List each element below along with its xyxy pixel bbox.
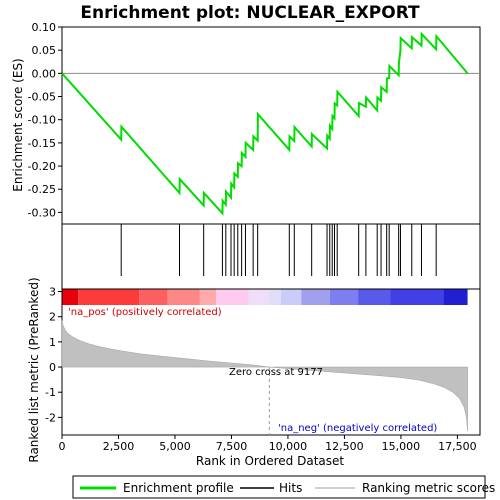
heatmap-segment — [167, 289, 200, 305]
heatmap-segment — [443, 289, 468, 305]
x-axis: 0 2,500 5,000 7,500 10,000 12,500 15,000 17,500 — [59, 435, 477, 453]
metric-tick-label: 2 — [49, 311, 56, 324]
x-tick-label: 12,500 — [325, 440, 364, 453]
heatmap-segment — [139, 289, 168, 305]
enrichment-profile-line — [61, 31, 469, 216]
es-tick-label: 0.00 — [32, 67, 57, 80]
heatmap-segment — [358, 289, 391, 305]
ranking-metric-area — [61, 320, 468, 432]
metric-tick-label: 3 — [49, 286, 56, 299]
x-axis-label: Rank in Ordered Dataset — [196, 454, 344, 468]
metric-tick-label: 0 — [49, 361, 56, 374]
negative-correlation-label: 'na_neg' (negatively correlated) — [278, 423, 437, 434]
legend-box — [72, 475, 486, 499]
hit-markers — [120, 224, 437, 276]
legend-hits-label: Hits — [279, 481, 302, 495]
x-tick-label: 17,500 — [438, 440, 477, 453]
metric-y-axis: 3 2 1 0 -1 -2 — [45, 286, 62, 424]
heatmap-segment — [281, 289, 302, 305]
heatmap-segment — [390, 289, 444, 305]
heatmap-segment — [62, 289, 79, 305]
heatmap-segment — [216, 289, 249, 305]
x-tick-label: 15,000 — [382, 440, 421, 453]
zero-cross-label: Zero cross at 9177 — [229, 367, 323, 378]
es-y-axis: 0.10 0.05 0.00 -0.05 -0.10 -0.15 -0.20 -0.25 -0.… — [28, 21, 62, 219]
metric-tick-label: -2 — [45, 411, 56, 424]
es-tick-label: -0.10 — [28, 114, 56, 127]
x-tick-label: 2,500 — [103, 440, 135, 453]
es-tick-label: -0.25 — [28, 183, 56, 196]
heatmap-segment — [268, 289, 282, 305]
es-tick-label: 0.10 — [32, 21, 57, 34]
heatmap-segment — [199, 289, 217, 305]
chart-title: Enrichment plot: NUCLEAR_EXPORT — [80, 3, 420, 23]
hits-panel-frame — [61, 223, 481, 290]
x-tick-label: 0 — [59, 440, 66, 453]
es-y-axis-label: Enrichment score (ES) — [11, 58, 25, 191]
legend-metric-label: Ranking metric scores — [362, 481, 495, 495]
metric-y-axis-label: Ranked list metric (PreRanked) — [27, 277, 41, 462]
metric-tick-label: -1 — [45, 386, 56, 399]
ranking-metric-fill — [61, 320, 468, 432]
x-tick-label: 10,000 — [269, 440, 308, 453]
es-panel-frame — [61, 26, 481, 225]
x-tick-label: 5,000 — [159, 440, 191, 453]
heatmap-segment — [78, 289, 140, 305]
rank-heatmap-bar — [62, 289, 468, 305]
es-tick-label: -0.15 — [28, 137, 56, 150]
metric-tick-label: 1 — [49, 336, 56, 349]
x-tick-label: 7,500 — [216, 440, 248, 453]
positive-correlation-label: 'na_pos' (positively correlated) — [68, 307, 222, 318]
es-tick-label: -0.30 — [28, 206, 56, 219]
es-tick-label: -0.05 — [28, 91, 56, 104]
heatmap-segment — [248, 289, 269, 305]
heatmap-segment — [329, 289, 359, 305]
es-tick-label: 0.05 — [32, 44, 57, 57]
heatmap-segment — [301, 289, 330, 305]
legend-enrichment-label: Enrichment profile — [123, 481, 234, 495]
es-tick-label: -0.20 — [28, 160, 56, 173]
